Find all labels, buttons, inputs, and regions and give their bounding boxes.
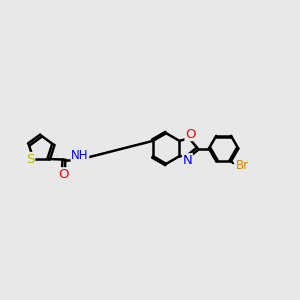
Text: O: O xyxy=(185,128,196,141)
Text: Br: Br xyxy=(236,159,248,172)
Text: NH: NH xyxy=(71,149,88,162)
Text: N: N xyxy=(182,154,192,167)
Text: S: S xyxy=(26,152,35,166)
Text: O: O xyxy=(58,168,69,181)
